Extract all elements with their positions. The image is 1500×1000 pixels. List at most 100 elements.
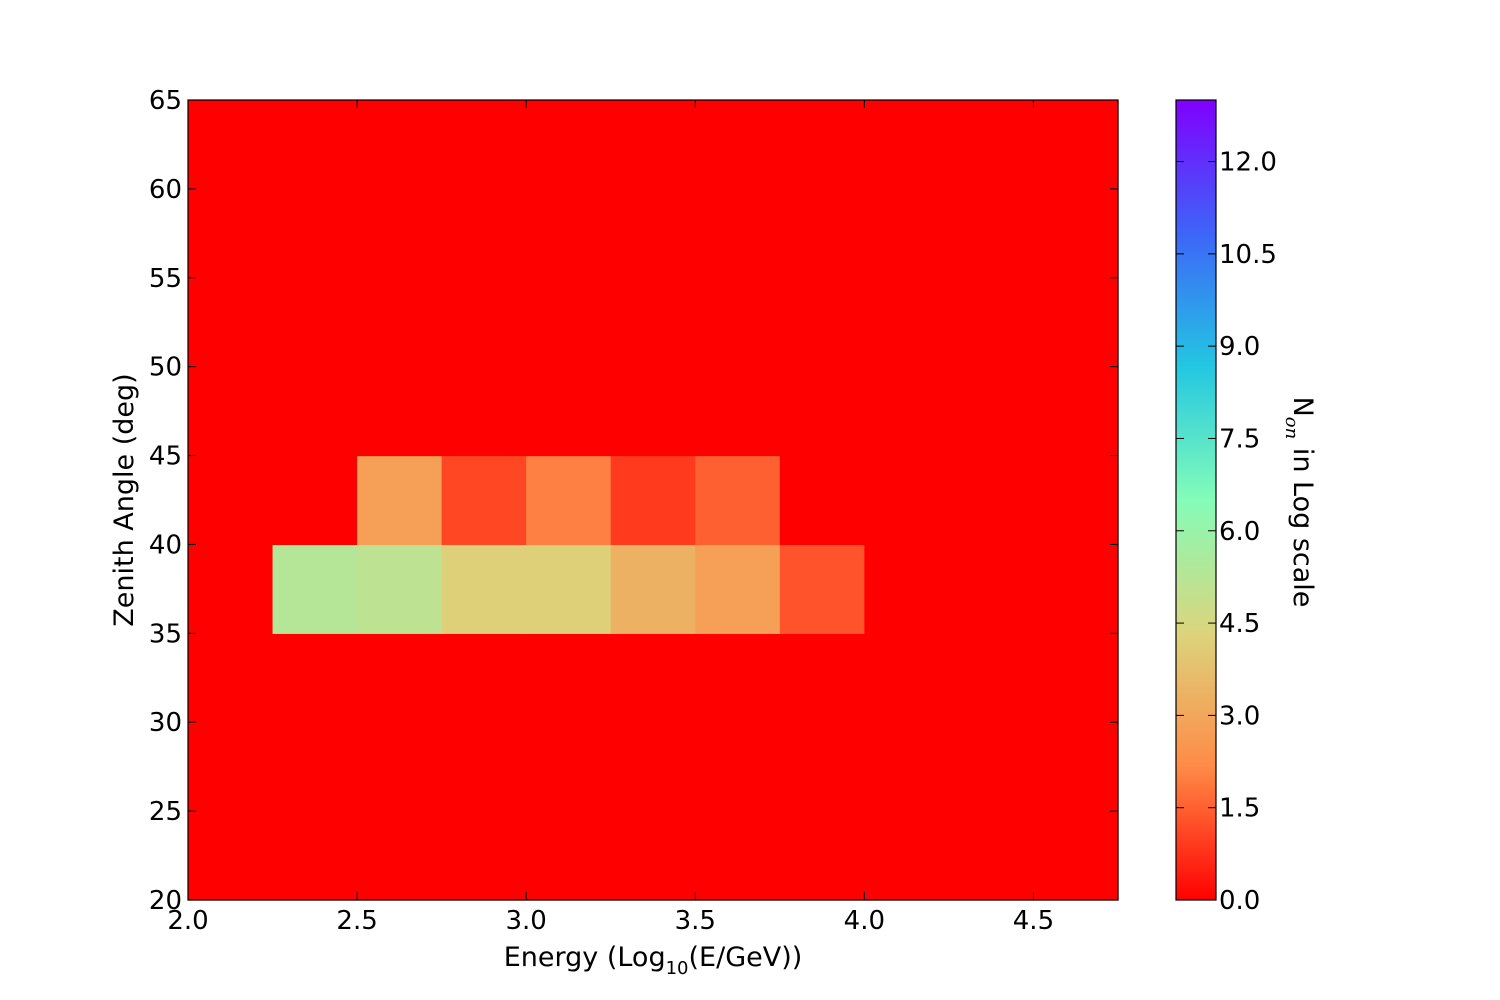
y-axis-title: Zenith Angle (deg) (109, 373, 140, 626)
heatmap-cell (864, 633, 950, 723)
heatmap-cell (272, 366, 358, 457)
heatmap-cell (1033, 455, 1119, 546)
heatmap-cell (526, 277, 612, 368)
colorbar-tick-label: 4.5 (1219, 609, 1260, 639)
heatmap-cell (526, 544, 612, 634)
colorbar-tick-label: 0.0 (1219, 886, 1260, 916)
colorbar (1175, 99, 1217, 901)
heatmap-cell (779, 633, 865, 723)
heatmap-cell (948, 811, 1035, 901)
heatmap-cell (357, 455, 443, 546)
x-axis-title-pre: Energy (Log (504, 942, 666, 973)
y-axis: 20 25 30 35 40 45 50 55 60 65 (149, 86, 1118, 916)
heatmap-cell (1033, 722, 1119, 812)
heatmap-cell (948, 633, 1035, 723)
colorbar-ticks: 0.0 1.5 3.0 4.5 6.0 7.5 9.0 10.5 12.0 (1176, 148, 1277, 916)
heatmap-cell (695, 722, 781, 812)
heatmap-cell (779, 188, 865, 279)
x-tick-label: 2.0 (167, 906, 208, 936)
heatmap-cell (610, 811, 696, 901)
heatmap-cell (188, 455, 274, 546)
heatmap-cell (357, 277, 443, 368)
heatmap-cell (948, 544, 1035, 634)
heatmap-cell (188, 100, 274, 190)
heatmap-cell (441, 366, 527, 457)
x-tick-label: 3.5 (675, 906, 716, 936)
heatmap-cell (779, 722, 865, 812)
heatmap-cell (610, 455, 696, 546)
heatmap-cell (779, 100, 865, 190)
heatmap-cell (610, 277, 696, 368)
y-tick-label: 30 (149, 708, 182, 738)
y-tick-label: 65 (149, 86, 182, 116)
heatmap-cell (272, 722, 358, 812)
heatmap-cell (188, 722, 274, 812)
heatmap-cell (357, 722, 443, 812)
heatmap-cell (526, 722, 612, 812)
y-tick-label: 45 (149, 442, 182, 472)
heatmap-cell (441, 811, 527, 901)
x-axis-title-sub: 10 (666, 958, 689, 979)
heatmap-cell (188, 544, 274, 634)
heatmap-cell (779, 455, 865, 546)
heatmap-cell (695, 811, 781, 901)
heatmap-cell (357, 544, 443, 634)
heatmap-cell (948, 277, 1035, 368)
colorbar-tick-label: 9.0 (1219, 332, 1260, 362)
x-tick-label: 4.0 (844, 906, 885, 936)
heatmap-cell (610, 366, 696, 457)
heatmap-cell (357, 633, 443, 723)
x-axis-title: Energy (Log10(E/GeV)) (504, 942, 803, 979)
heatmap-cell (695, 366, 781, 457)
heatmap-cell (357, 811, 443, 901)
heatmap-cell (441, 544, 527, 634)
heatmap-cells (188, 100, 1119, 901)
heatmap-cell (272, 100, 358, 190)
heatmap-cell (1033, 188, 1119, 279)
colorbar-tick-label: 1.5 (1219, 794, 1260, 824)
heatmap-cell (864, 100, 950, 190)
heatmap-cell (1033, 811, 1119, 901)
heatmap-cell (864, 366, 950, 457)
heatmap-cell (188, 366, 274, 457)
heatmap-cell (864, 277, 950, 368)
colorbar-title-pre: N (1287, 397, 1318, 417)
heatmap-cell (357, 188, 443, 279)
heatmap-cell (610, 544, 696, 634)
heatmap-cell (526, 455, 612, 546)
y-tick-label: 60 (149, 175, 182, 205)
heatmap-cell (441, 722, 527, 812)
heatmap-cell (1033, 366, 1119, 457)
x-tick-label: 4.5 (1013, 906, 1054, 936)
heatmap-cell (948, 722, 1035, 812)
heatmap-cell (357, 366, 443, 457)
heatmap-cell (272, 277, 358, 368)
y-tick-label: 50 (149, 353, 182, 383)
heatmap-cell (272, 544, 358, 634)
heatmap-cell (695, 188, 781, 279)
colorbar-title-sub: on (1281, 417, 1302, 439)
plot-frame (187, 99, 1119, 901)
colorbar-tick-label: 12.0 (1219, 148, 1277, 178)
heatmap-cell (272, 455, 358, 546)
colorbar-tick-label: 10.5 (1219, 240, 1277, 270)
y-tick-label: 40 (149, 530, 182, 560)
heatmap-cell (188, 811, 274, 901)
x-axis-title-post: (E/GeV)) (689, 942, 803, 973)
y-tick-label: 20 (149, 886, 182, 916)
heatmap-cell (526, 811, 612, 901)
heatmap-cell (526, 633, 612, 723)
heatmap-cell (357, 100, 443, 190)
y-tick-label: 55 (149, 264, 182, 294)
heatmap-cell (610, 633, 696, 723)
heatmap-cell (695, 277, 781, 368)
heatmap-cell (188, 633, 274, 723)
heatmap-cell (441, 277, 527, 368)
x-axis: 2.0 2.5 3.0 3.5 4.0 4.5 (167, 100, 1054, 936)
heatmap-cell (526, 100, 612, 190)
colorbar-tick-label: 3.0 (1219, 701, 1260, 731)
heatmap-cell (948, 188, 1035, 279)
heatmap-cell (864, 188, 950, 279)
heatmap-cell (526, 188, 612, 279)
